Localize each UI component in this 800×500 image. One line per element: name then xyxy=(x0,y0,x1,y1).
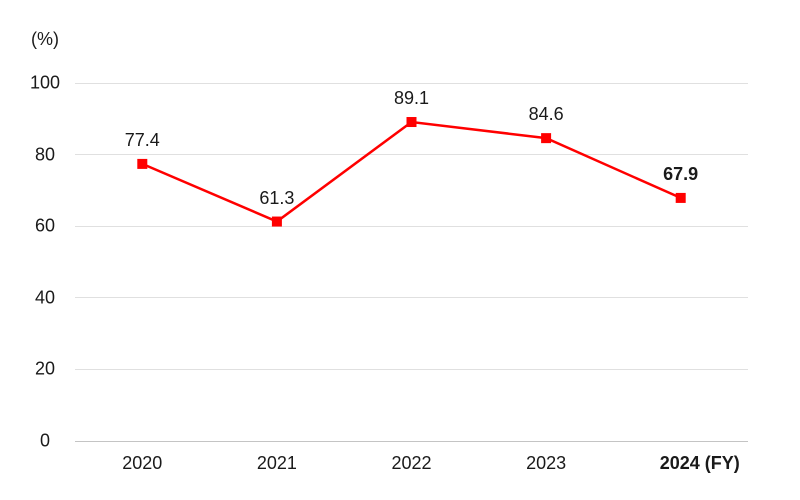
data-label: 89.1 xyxy=(393,88,430,109)
gridline xyxy=(75,154,748,156)
x-axis-label: 2024 (FY) xyxy=(659,453,740,473)
data-label: 61.3 xyxy=(259,187,295,208)
y-axis-tick-label: 80 xyxy=(34,144,56,165)
y-axis-tick-label: 20 xyxy=(34,358,56,379)
data-label: 67.9 xyxy=(663,163,699,184)
gridline xyxy=(75,368,748,370)
data-point-marker xyxy=(271,216,282,227)
data-point-marker xyxy=(541,133,552,144)
x-axis-line xyxy=(75,440,748,442)
data-point-marker xyxy=(406,117,417,128)
y-axis-tick-label: 40 xyxy=(34,287,56,308)
data-point-marker xyxy=(137,158,148,169)
y-axis-unit-label: (%) xyxy=(31,29,59,49)
gridline xyxy=(75,225,748,227)
data-label: 77.4 xyxy=(124,129,160,150)
gridline xyxy=(75,297,748,299)
data-point-marker xyxy=(675,192,686,203)
x-axis-label: 2020 xyxy=(122,453,163,473)
trend-line xyxy=(141,120,682,223)
x-axis-label: 2023 xyxy=(526,453,567,473)
y-axis-tick-label: 60 xyxy=(34,215,56,236)
data-label: 84.6 xyxy=(528,104,564,125)
y-axis-tick-label: 0 xyxy=(39,430,50,451)
gridline xyxy=(75,82,748,84)
y-axis-tick-label: 100 xyxy=(29,72,61,93)
x-axis-label: 2021 xyxy=(256,453,297,473)
x-axis-label: 2022 xyxy=(391,453,432,473)
